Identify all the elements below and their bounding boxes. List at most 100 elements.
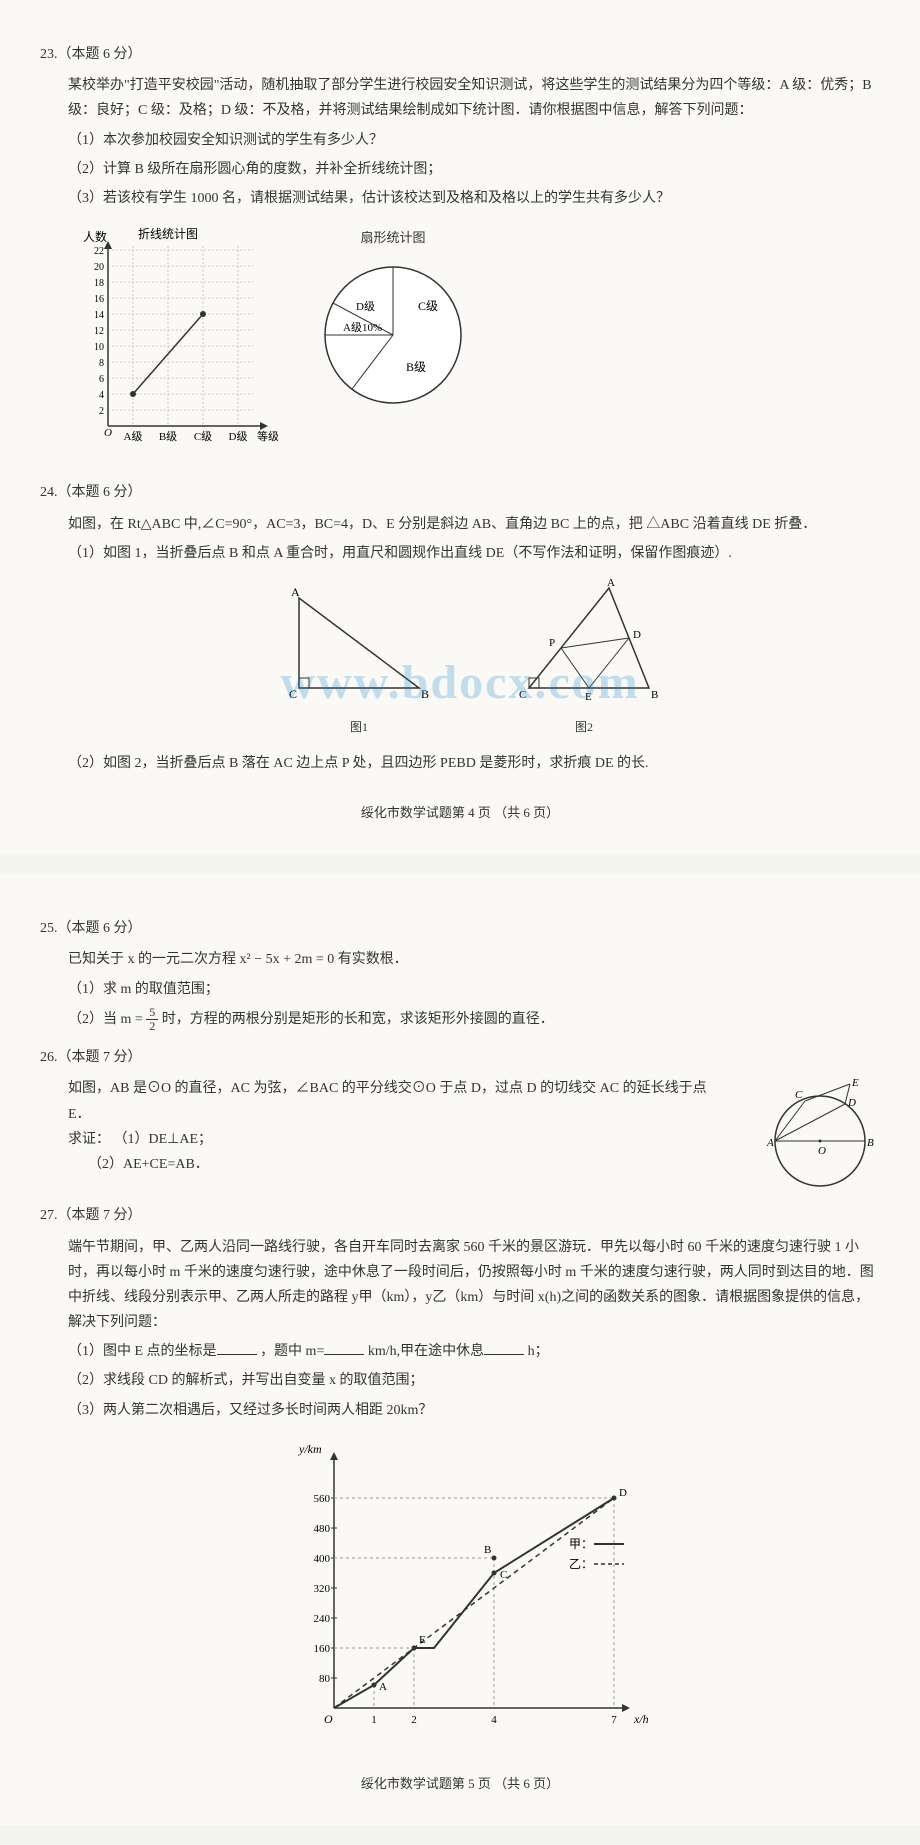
q24-sub1: （1）如图 1，当折叠后点 B 和点 A 重合时，用直尺和圆规作出直线 DE（不… [68, 541, 880, 566]
svg-text:C: C [500, 1569, 507, 1581]
svg-text:E: E [419, 1634, 426, 1646]
watermark-text: www.bdocx.com [280, 640, 639, 726]
svg-text:C: C [795, 1089, 803, 1101]
svg-text:B级: B级 [159, 430, 177, 443]
q26-intro: 如图，AB 是⊙O 的直径，AC 为弦，∠BAC 的平分线交⊙O 于点 D，过点… [68, 1076, 730, 1126]
svg-text:B: B [867, 1137, 874, 1149]
frac-num: 5 [146, 1006, 158, 1020]
q25-sub1: （1）求 m 的取值范围； [68, 977, 880, 1002]
q26-sub1: （1）DE⊥AE； [114, 1132, 213, 1147]
q26-prove-label: 求证： （1）DE⊥AE； [68, 1127, 730, 1152]
distance-time-graph: y/km 80 160 240 320 400 480 560 [284, 1438, 664, 1738]
svg-text:22: 22 [94, 246, 104, 257]
svg-text:A级: A级 [124, 430, 143, 443]
svg-text:1: 1 [371, 1714, 377, 1726]
line-chart-svg: 人数 折线统计图 [68, 226, 278, 456]
svg-text:6: 6 [99, 374, 104, 385]
svg-text:80: 80 [319, 1673, 331, 1685]
svg-text:B级: B级 [406, 360, 426, 374]
legend-jia: 甲： [569, 1537, 593, 1551]
svg-text:14: 14 [94, 310, 104, 321]
q27-sub3: （3）两人第二次相遇后，又经过多长时间两人相距 20km？ [68, 1398, 880, 1423]
svg-text:400: 400 [314, 1553, 331, 1565]
q23-header: 23.（本题 6 分） [40, 42, 880, 67]
line-ylabel: 人数 [83, 229, 107, 244]
q25-sub2-post: 时，方程的两根分别是矩形的长和宽，求该矩形外接圆的直径． [162, 1012, 554, 1027]
svg-text:12: 12 [94, 326, 104, 337]
circle-diagram: A B O C D E [750, 1076, 880, 1191]
svg-text:8: 8 [99, 358, 104, 369]
blank-rest [484, 1341, 524, 1355]
svg-text:B: B [484, 1544, 491, 1556]
q23-body: 某校举办"打造平安校园"活动，随机抽取了部分学生进行校园安全知识测试，将这些学生… [40, 73, 880, 465]
q24-intro: 如图，在 Rt△ABC 中,∠C=90°，AC=3，BC=4，D、E 分别是斜边… [68, 512, 880, 537]
svg-text:D: D [847, 1097, 856, 1109]
blank-e-coord [217, 1341, 257, 1355]
svg-text:560: 560 [314, 1493, 331, 1505]
svg-text:10: 10 [94, 342, 104, 353]
line-chart-wrap: 人数 折线统计图 [68, 226, 278, 465]
q27-graph-wrap: y/km 80 160 240 320 400 480 560 [284, 1438, 664, 1747]
line-title: 折线统计图 [138, 226, 198, 241]
svg-text:A: A [379, 1681, 387, 1693]
q23-sub2: （2）计算 B 级所在扇形圆心角的度数，并补全折线统计图； [68, 157, 880, 182]
graph-xlabel: x/h [633, 1712, 649, 1726]
svg-text:A: A [291, 585, 300, 599]
q27-intro: 端午节期间，甲、乙两人沿同一路线行驶，各自开车同时去离家 560 千米的景区游玩… [68, 1235, 880, 1336]
svg-text:A: A [607, 578, 615, 589]
q25-sub2: （2）当 m = 5 2 时，方程的两根分别是矩形的长和宽，求该矩形外接圆的直径… [68, 1006, 880, 1033]
svg-text:480: 480 [314, 1523, 331, 1535]
svg-text:18: 18 [94, 278, 104, 289]
fraction-5-2: 5 2 [146, 1006, 158, 1033]
q27-sub1: （1）图中 E 点的坐标是 ，题中 m= km/h,甲在途中休息 h； [68, 1339, 880, 1364]
svg-text:E: E [851, 1077, 859, 1089]
svg-text:A级10%: A级10% [343, 321, 382, 334]
pie-chart-svg: A级10% B级 C级 D级 [308, 255, 478, 415]
q26-body: 如图，AB 是⊙O 的直径，AC 为弦，∠BAC 的平分线交⊙O 于点 D，过点… [40, 1076, 880, 1191]
pie-title: 扇形统计图 [308, 226, 478, 249]
svg-text:C级: C级 [194, 430, 212, 443]
q26-header: 26.（本题 7 分） [40, 1045, 880, 1070]
svg-text:320: 320 [314, 1583, 331, 1595]
q27-sub2: （2）求线段 CD 的解析式，并写出自变量 x 的取值范围； [68, 1368, 880, 1393]
line-xlabel: 等级 [257, 429, 278, 443]
blank-m [324, 1341, 364, 1355]
exam-page-5: 25.（本题 6 分） 已知关于 x 的一元二次方程 x² − 5x + 2m … [0, 874, 920, 1825]
q27-header: 27.（本题 7 分） [40, 1203, 880, 1228]
svg-text:D级: D级 [229, 430, 248, 443]
svg-text:4: 4 [99, 390, 104, 401]
frac-den: 2 [146, 1020, 158, 1033]
legend-yi: 乙： [569, 1557, 593, 1571]
page1-footer: 绥化市数学试题第 4 页 （共 6 页） [40, 801, 880, 824]
svg-text:160: 160 [314, 1643, 331, 1655]
svg-text:D: D [619, 1487, 627, 1499]
q23-sub3: （3）若该校有学生 1000 名，请根据测试结果，估计该校达到及格和及格以上的学… [68, 186, 880, 211]
q25-body: 已知关于 x 的一元二次方程 x² − 5x + 2m = 0 有实数根． （1… [40, 947, 880, 1033]
svg-text:240: 240 [314, 1613, 331, 1625]
svg-text:20: 20 [94, 262, 104, 273]
q25-intro: 已知关于 x 的一元二次方程 x² − 5x + 2m = 0 有实数根． [68, 947, 880, 972]
page2-footer: 绥化市数学试题第 5 页 （共 6 页） [40, 1772, 880, 1795]
svg-text:2: 2 [411, 1714, 417, 1726]
svg-text:O: O [324, 1712, 333, 1726]
q24-header: 24.（本题 6 分） [40, 480, 880, 505]
svg-text:A: A [766, 1137, 774, 1149]
svg-text:O: O [818, 1145, 826, 1157]
pie-chart-wrap: 扇形统计图 A级10% B级 C级 D级 [308, 226, 478, 424]
svg-text:B: B [651, 689, 658, 701]
svg-text:16: 16 [94, 294, 104, 305]
q23-charts: 人数 折线统计图 [68, 226, 880, 465]
q23-sub1: （1）本次参加校园安全知识测试的学生有多少人？ [68, 128, 880, 153]
q24-sub2: （2）如图 2，当折叠后点 B 落在 AC 边上点 P 处，且四边形 PEBD … [68, 751, 880, 776]
svg-text:O: O [104, 427, 112, 439]
q25-sub2-pre: （2）当 m = [68, 1012, 146, 1027]
svg-text:D级: D级 [356, 300, 375, 313]
q25-header: 25.（本题 6 分） [40, 916, 880, 941]
q27-body: 端午节期间，甲、乙两人沿同一路线行驶，各自开车同时去离家 560 千米的景区游玩… [40, 1235, 880, 1748]
svg-text:2: 2 [99, 406, 104, 417]
svg-text:C级: C级 [418, 299, 438, 313]
graph-ylabel: y/km [298, 1442, 322, 1456]
q23-intro: 某校举办"打造平安校园"活动，随机抽取了部分学生进行校园安全知识测试，将这些学生… [68, 73, 880, 123]
svg-text:4: 4 [491, 1714, 497, 1726]
svg-text:7: 7 [611, 1714, 617, 1726]
